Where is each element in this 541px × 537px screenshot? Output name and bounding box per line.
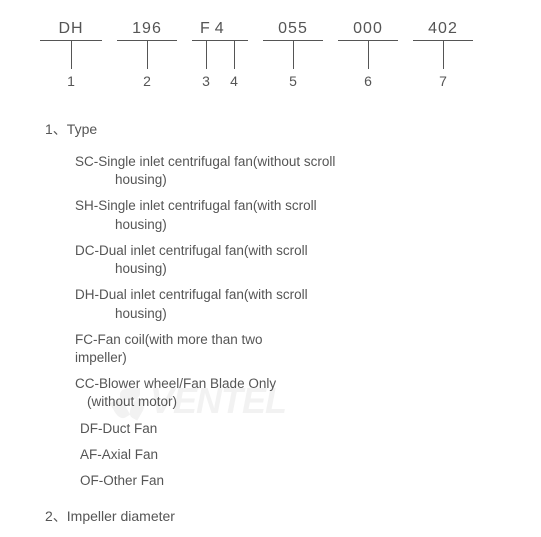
definition-continuation: housing) (115, 305, 511, 323)
definition-item: CC-Blower wheel/Fan Blade Only(without m… (75, 375, 511, 411)
definitions-list: SC-Single inlet centrifugal fan(without … (75, 153, 511, 490)
code-index-number: 1 (67, 73, 75, 89)
connector-line (443, 41, 444, 69)
connector-line (206, 41, 207, 69)
code-segment-text: 196 (117, 20, 177, 41)
code-index-number: 2 (143, 73, 151, 89)
definition-text: DF-Duct Fan (80, 420, 511, 438)
code-segment-text: F4 (192, 20, 248, 41)
code-index-item: 2 (117, 41, 177, 89)
code-index-number: 7 (439, 73, 447, 89)
connector-line (293, 41, 294, 69)
connector-line (147, 41, 148, 69)
definition-text: SC-Single inlet centrifugal fan(without … (75, 153, 511, 171)
definition-continuation: impeller) (75, 349, 511, 367)
definition-text: AF-Axial Fan (80, 446, 511, 464)
code-index-item: 5 (263, 41, 323, 89)
section-title: 1、Type (45, 119, 511, 139)
code-index-item: 4 (220, 41, 248, 89)
definition-item: SH-Single inlet centrifugal fan(with scr… (75, 197, 511, 233)
definition-text: CC-Blower wheel/Fan Blade Only (75, 375, 511, 393)
definition-item: SC-Single inlet centrifugal fan(without … (75, 153, 511, 189)
definition-text: OF-Other Fan (80, 472, 511, 490)
definition-continuation: housing) (115, 171, 511, 189)
code-segment-text: DH (40, 20, 102, 41)
code-segment: 000 6 (338, 20, 398, 89)
code-index-row: 34 (192, 41, 248, 89)
code-index-item: 3 (192, 41, 220, 89)
code-index-item: 1 (40, 41, 102, 89)
definition-text: FC-Fan coil(with more than two (75, 331, 511, 349)
code-index-number: 6 (364, 73, 372, 89)
code-index-number: 4 (230, 73, 238, 89)
definition-item: FC-Fan coil(with more than twoimpeller) (75, 331, 511, 367)
connector-line (71, 41, 72, 69)
definition-continuation: housing) (115, 260, 511, 278)
code-index-row: 5 (263, 41, 323, 89)
code-segment: 402 7 (413, 20, 473, 89)
connector-line (368, 41, 369, 69)
code-segment: 055 5 (263, 20, 323, 89)
product-code-diagram: DH11962F434055500064027 (40, 20, 511, 89)
definition-text: DC-Dual inlet centrifugal fan(with scrol… (75, 242, 511, 260)
definition-item: DC-Dual inlet centrifugal fan(with scrol… (75, 242, 511, 278)
definition-item: DF-Duct Fan (80, 420, 511, 438)
code-segment: 1962 (117, 20, 177, 89)
definition-continuation: housing) (115, 216, 511, 234)
code-segment-text: 055 (263, 20, 323, 41)
code-index-row: 2 (117, 41, 177, 89)
code-index-number: 3 (202, 73, 210, 89)
code-segment-text: 402 (413, 20, 473, 41)
code-index-number: 5 (289, 73, 297, 89)
definition-continuation: (without motor) (87, 393, 511, 411)
code-segment: F434 (192, 20, 248, 89)
definition-item: OF-Other Fan (80, 472, 511, 490)
code-index-item: 7 (413, 41, 473, 89)
definition-text: SH-Single inlet centrifugal fan(with scr… (75, 197, 511, 215)
definition-text: DH-Dual inlet centrifugal fan(with scrol… (75, 286, 511, 304)
connector-line (234, 41, 235, 69)
code-segment: DH 1 (40, 20, 102, 89)
section-title: 2、Impeller diameter (45, 506, 511, 526)
definition-item: DH-Dual inlet centrifugal fan(with scrol… (75, 286, 511, 322)
code-index-row: 6 (338, 41, 398, 89)
code-index-row: 1 (40, 41, 102, 89)
definition-item: AF-Axial Fan (80, 446, 511, 464)
code-index-item: 6 (338, 41, 398, 89)
code-segment-text: 000 (338, 20, 398, 41)
code-index-row: 7 (413, 41, 473, 89)
